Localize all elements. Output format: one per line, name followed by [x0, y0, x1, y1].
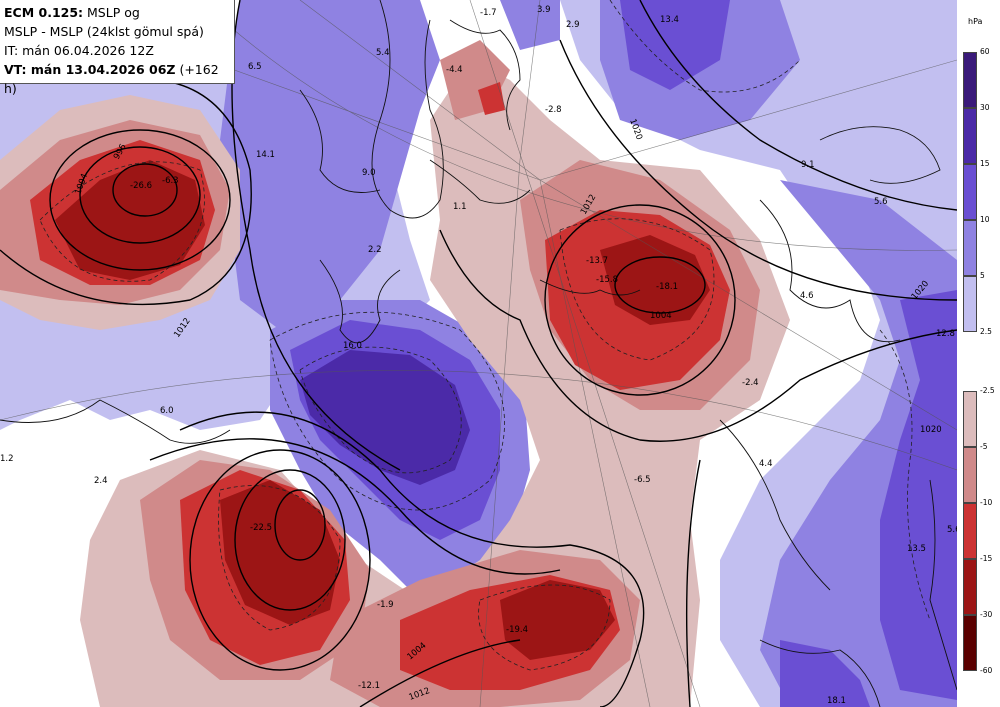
colorbar-tick-label: 5	[980, 271, 985, 280]
anomaly-label: -2.4	[742, 378, 759, 388]
colorbar-swatch	[963, 447, 977, 503]
colorbar-swatch	[963, 559, 977, 615]
anomaly-label: -6.5	[634, 475, 651, 485]
anomaly-label: 9.0	[362, 168, 376, 178]
anomaly-label: 6.0	[160, 406, 174, 416]
colorbar-swatch	[963, 52, 977, 108]
colorbar-swatch	[963, 220, 977, 276]
init-time: IT: mán 06.04.2026 12Z	[4, 43, 154, 58]
anomaly-label: 12.8	[936, 329, 955, 339]
anomaly-label: 5.6	[874, 197, 888, 207]
field-description: MSLP - MSLP (24klst gömul spá)	[4, 24, 204, 39]
colorbar-tick-label: 15	[980, 159, 990, 168]
colorbar-tick-label: -2.5	[980, 386, 995, 395]
colorbar-swatch	[963, 503, 977, 559]
anomaly-label: -19.4	[506, 625, 528, 635]
anomaly-label: 2.9	[566, 20, 580, 30]
anomaly-label: 2.4	[94, 476, 108, 486]
colorbar-swatch	[963, 615, 977, 671]
anomaly-label: 1.2	[0, 454, 14, 464]
isobars	[0, 0, 957, 707]
anomaly-label: 16.0	[343, 341, 362, 351]
colorbar-swatch	[963, 391, 977, 447]
colorbar-tick-label: -15	[980, 554, 993, 563]
anomaly-label: 2.2	[368, 245, 382, 255]
colorbar-swatch	[963, 276, 977, 332]
valid-time: VT: mán 13.04.2026 06Z (+162 h)	[4, 62, 219, 96]
anomaly-label: -1.9	[377, 600, 394, 610]
colorbar-swatch	[963, 108, 977, 164]
anomaly-label: -18.1	[656, 282, 678, 292]
anomaly-label: -12.1	[358, 681, 380, 691]
colorbar-tick-label: 60	[980, 47, 990, 56]
anomaly-label: 6.5	[248, 62, 262, 72]
colorbar-unit: hPa	[968, 17, 983, 26]
anomaly-label: -4.4	[446, 65, 463, 75]
anomaly-label: 18.1	[827, 696, 846, 706]
colorbar-tick-label: 10	[980, 215, 990, 224]
anomaly-label: 4.6	[800, 291, 814, 301]
colorbar-tick-label: -30	[980, 610, 993, 619]
anomaly-label: 3.9	[537, 5, 551, 15]
negative-anomaly-fields	[0, 40, 790, 707]
colorbar-tick-label: 30	[980, 103, 990, 112]
anomaly-label: 4.4	[759, 459, 773, 469]
weather-map: 1004 996 1012 1020 1004 1012 1020 1020 1…	[0, 0, 957, 707]
anomaly-label: -1.7	[480, 8, 497, 18]
anomaly-label: -26.6	[130, 181, 152, 191]
anomaly-label: -6.3	[162, 176, 179, 186]
coastlines	[0, 0, 957, 707]
anomaly-label: -13.7	[586, 256, 608, 266]
colorbar-tick-label: 2.5	[980, 327, 992, 336]
anomaly-label: -2.8	[545, 105, 562, 115]
anomaly-label: 13.5	[907, 544, 926, 554]
graticule	[0, 0, 957, 707]
colorbar: hPa 60 30 15 10 5 2.5 -2.5 -5 -10 -15 -30 -60	[957, 0, 1000, 707]
isobar-label: 1020	[920, 425, 942, 435]
anomaly-label: 14.1	[256, 150, 275, 160]
isobar-label: 1004	[650, 311, 672, 321]
map-info-box: ECM 0.125: MSLP og MSLP - MSLP (24klst g…	[0, 0, 235, 96]
anomaly-label: 5.6	[947, 525, 957, 535]
colorbar-swatch	[963, 164, 977, 220]
anomaly-contours	[39, 0, 931, 671]
anomaly-label: 5.4	[376, 48, 390, 58]
model-title: ECM 0.125: MSLP og	[4, 5, 140, 20]
anomaly-label: 1.1	[453, 202, 467, 212]
colorbar-tick-label: -5	[980, 442, 988, 451]
colorbar-tick-label: -10	[980, 498, 993, 507]
anomaly-label: 13.4	[660, 15, 679, 25]
anomaly-label: -15.8	[596, 275, 618, 285]
anomaly-label: 9.1	[801, 160, 815, 170]
anomaly-label: -22.5	[250, 523, 272, 533]
colorbar-tick-label: -60	[980, 666, 993, 675]
